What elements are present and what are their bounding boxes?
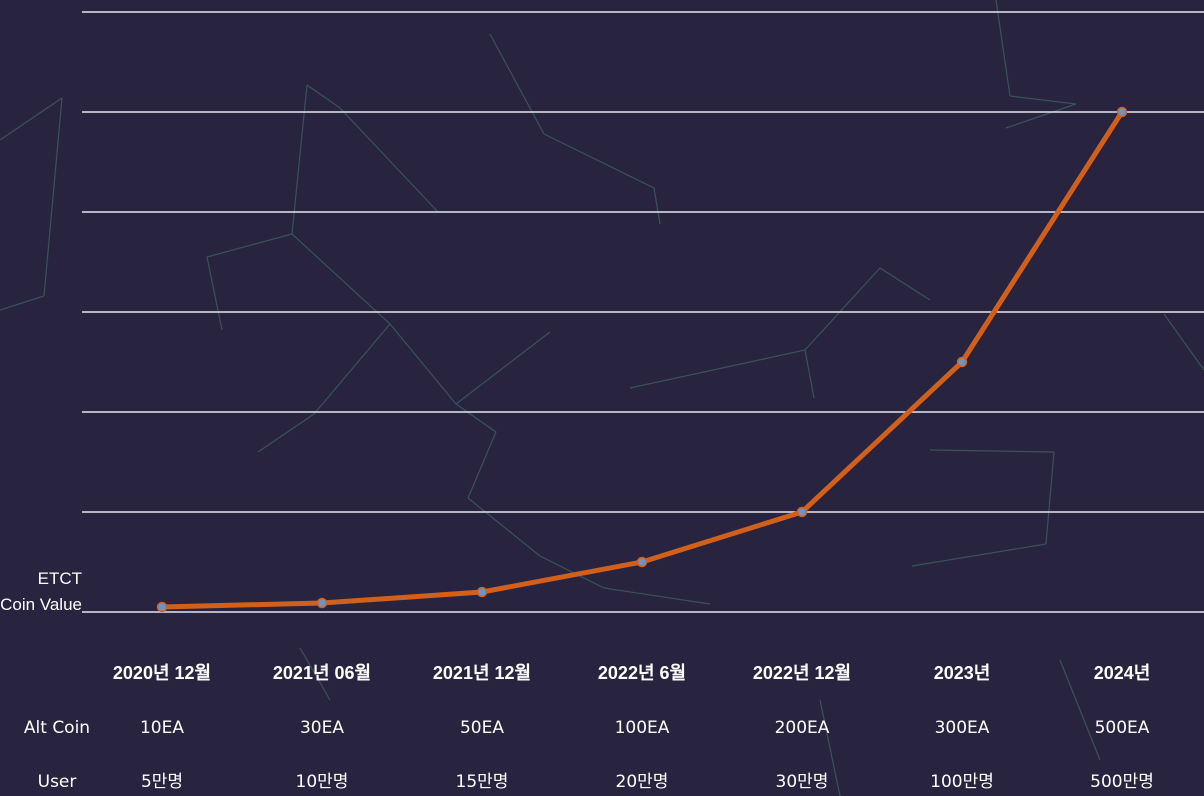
row-cell: 50EA [460,718,504,738]
point [958,358,967,367]
row-cell: 15만명 [456,772,509,792]
row-cell: 5만명 [141,772,183,792]
chart: 2020년 12월 2021년 06월 2021년 12월 2022년 6월 2022년… [0,0,1204,796]
row-cell: 100EA [615,718,670,738]
x-tick-label: 2020년 12월 [113,663,211,683]
row-cell: 20만명 [616,772,669,792]
row-cell: 10EA [140,718,184,738]
x-tick-label: 2024년 [1094,663,1151,683]
point [318,599,327,608]
x-tick-label: 2021년 12월 [433,663,531,683]
row-label: User [38,772,77,792]
row-cell: 500EA [1095,718,1150,738]
x-tick-label: 2023년 [934,663,991,683]
y-axis-label: ETCT Coin Value [0,566,82,618]
row-cell: 30EA [300,718,344,738]
row-cell: 30만명 [776,772,829,792]
row-cell: 10만명 [296,772,349,792]
page: 2020년 12월 2021년 06월 2021년 12월 2022년 6월 2022년… [0,0,1204,796]
point [158,603,167,612]
point [478,588,487,597]
row-cell: 100만명 [930,772,994,792]
row-cell: 200EA [775,718,830,738]
point [798,508,807,517]
row-cell: 300EA [935,718,990,738]
row-label: Alt Coin [24,718,90,738]
point [1118,108,1127,117]
x-tick-label: 2022년 12월 [753,663,851,683]
x-tick-label: 2022년 6월 [598,663,686,683]
point [638,558,647,567]
x-tick-label: 2021년 06월 [273,663,371,683]
row-cell: 500만명 [1090,772,1154,792]
line [162,112,1122,607]
